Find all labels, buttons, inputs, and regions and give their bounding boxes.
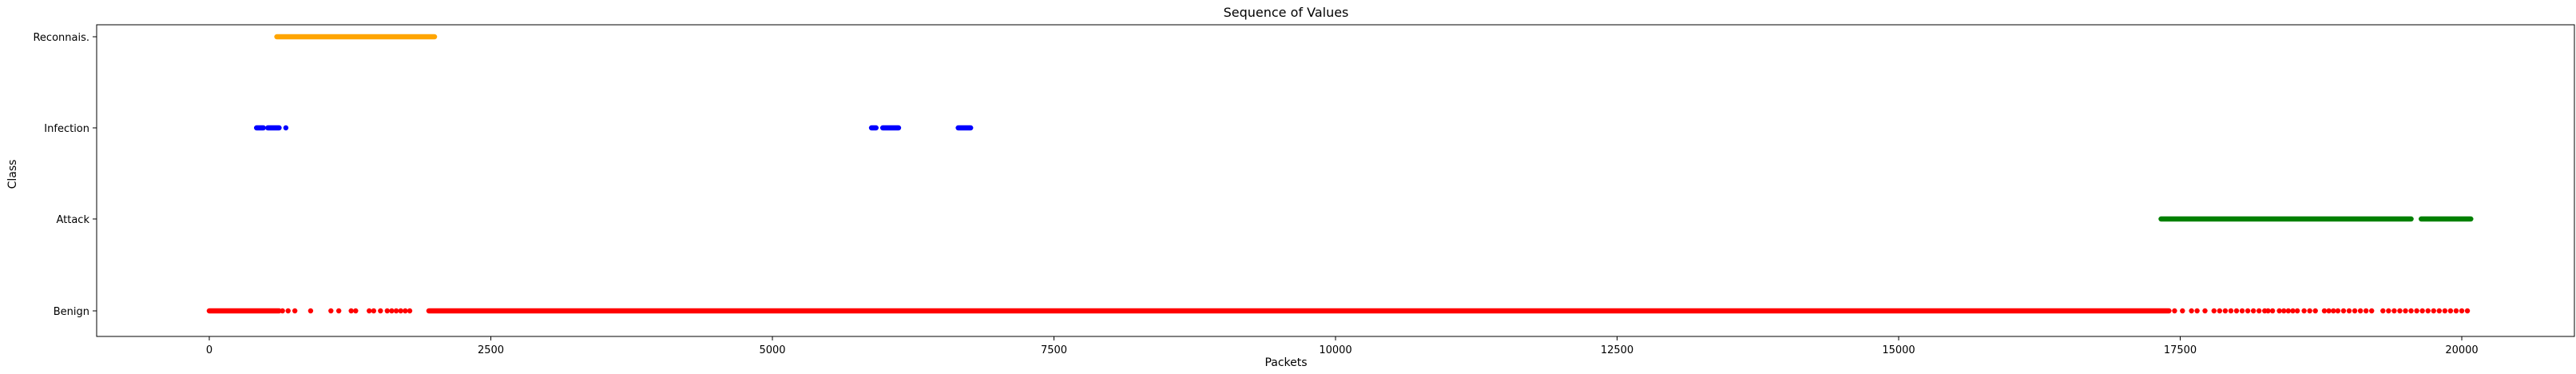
x-tick-label: 20000 — [2445, 344, 2478, 356]
x-tick-label: 17500 — [2164, 344, 2197, 356]
x-tick-label: 10000 — [1319, 344, 1352, 356]
x-axis-label: Packets — [1264, 356, 1307, 369]
data-point — [407, 308, 413, 314]
data-point — [2459, 308, 2465, 314]
data-point — [308, 308, 314, 314]
data-point — [2217, 308, 2223, 314]
data-point — [2425, 308, 2431, 314]
data-point — [2369, 308, 2375, 314]
data-point — [2408, 308, 2414, 314]
data-point — [2335, 308, 2341, 314]
data-point — [2281, 308, 2287, 314]
data-point — [2346, 308, 2352, 314]
data-point — [2301, 308, 2307, 314]
data-point — [2285, 308, 2292, 314]
data-point — [2447, 308, 2454, 314]
x-tick-label: 0 — [206, 344, 212, 356]
data-point — [2202, 308, 2208, 314]
data-point — [378, 308, 383, 314]
data-point — [403, 308, 408, 314]
data-point — [2414, 308, 2419, 314]
data-point — [2245, 308, 2251, 314]
data-point — [2239, 308, 2245, 314]
data-point — [2391, 308, 2397, 314]
y-tick-label: Infection — [44, 123, 89, 135]
data-point — [2380, 308, 2386, 314]
series-benign — [206, 308, 2471, 314]
data-point — [2357, 308, 2364, 314]
data-point — [2265, 308, 2271, 314]
data-point — [335, 308, 342, 314]
y-tick-label: Reconnais. — [33, 32, 89, 44]
data-point — [2386, 308, 2391, 314]
data-point — [2326, 308, 2332, 314]
data-point — [292, 308, 298, 314]
data-point — [2189, 308, 2194, 314]
data-point — [2211, 308, 2217, 314]
data-point — [2397, 308, 2403, 314]
data-point — [2290, 308, 2296, 314]
data-point — [2453, 308, 2459, 314]
data-point — [283, 125, 289, 131]
data-point — [280, 308, 285, 314]
data-point — [2403, 308, 2408, 314]
data-point — [348, 308, 354, 314]
data-point — [2363, 308, 2369, 314]
data-point — [384, 308, 390, 314]
chart-title: Sequence of Values — [1224, 5, 1349, 20]
data-point — [371, 308, 377, 314]
data-point — [2321, 308, 2328, 314]
data-point — [393, 308, 399, 314]
data-marks — [206, 34, 2474, 314]
data-point — [398, 308, 403, 314]
data-point — [2180, 308, 2185, 314]
data-point — [2233, 308, 2240, 314]
x-tick-label: 15000 — [1882, 344, 1915, 356]
data-point — [2419, 308, 2425, 314]
data-point — [2222, 308, 2229, 314]
data-point — [2431, 308, 2436, 314]
data-point — [2442, 308, 2448, 314]
data-point — [2352, 308, 2358, 314]
x-tick-label: 5000 — [759, 344, 785, 356]
data-point — [2331, 308, 2336, 314]
data-point — [2228, 308, 2234, 314]
data-point — [2436, 308, 2442, 314]
data-point — [2307, 308, 2312, 314]
x-tick-label: 2500 — [478, 344, 504, 356]
x-tick-label: 12500 — [1601, 344, 1633, 356]
plot-frame — [96, 24, 2575, 337]
data-point — [2172, 308, 2177, 314]
series-infection — [253, 125, 974, 131]
data-point — [2250, 308, 2256, 314]
y-tick-label: Benign — [54, 306, 89, 318]
data-point — [2269, 308, 2276, 314]
data-point — [367, 308, 372, 314]
data-point — [285, 308, 291, 314]
data-point — [2312, 308, 2318, 314]
data-point — [2464, 308, 2471, 314]
data-point — [2194, 308, 2200, 314]
data-point — [2294, 308, 2300, 314]
data-point — [2340, 308, 2347, 314]
data-point — [328, 308, 334, 314]
y-tick-label: Attack — [56, 214, 89, 226]
data-point — [353, 308, 359, 314]
data-point — [2276, 308, 2282, 314]
x-tick-label: 7500 — [1041, 344, 1067, 356]
axis-ticks: 0 2500 5000 7500 10000 12500 15000 17500 20000 Be… — [33, 32, 2478, 356]
data-point — [2256, 308, 2262, 314]
data-point — [389, 308, 395, 314]
y-axis-label: Class — [6, 160, 19, 189]
